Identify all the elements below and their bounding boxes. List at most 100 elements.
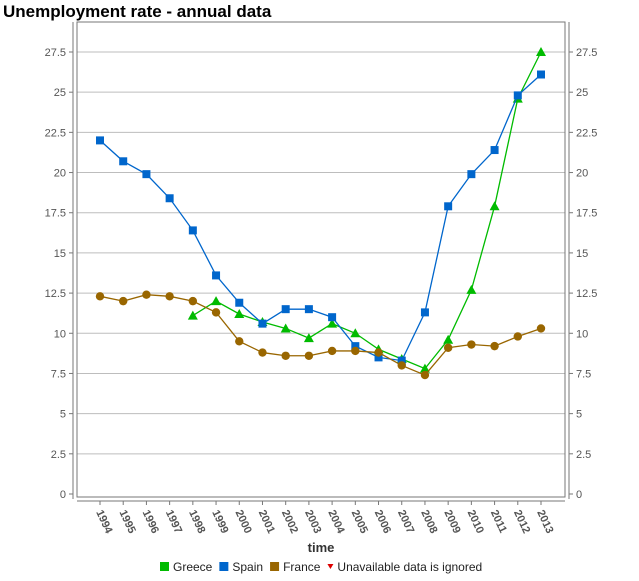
legend-swatch-france — [270, 562, 280, 571]
data-point-spain-2013 — [537, 70, 545, 79]
data-point-spain-2003 — [304, 305, 313, 314]
legend-label-spain: Spain — [232, 560, 263, 574]
x-tick-label: 1998 — [186, 508, 207, 535]
data-point-spain-2012 — [513, 91, 522, 100]
data-point-france-2005 — [351, 346, 360, 356]
plot-frame — [72, 21, 570, 502]
data-point-france-2013 — [536, 324, 546, 333]
y-tick-label: 25 — [54, 87, 66, 99]
data-point-france-2001 — [258, 348, 267, 357]
data-point-france-2004 — [327, 346, 337, 356]
y-tick-label: 22.5 — [45, 127, 66, 139]
legend: Greece Spain France Unavailable data is ign… — [160, 560, 482, 574]
series-greece — [187, 47, 546, 373]
data-point-greece-2000 — [234, 308, 245, 318]
data-point-greece-2002 — [280, 323, 291, 333]
data-point-france-1996 — [142, 290, 151, 299]
data-point-greece-2011 — [489, 201, 500, 211]
x-tick-label: 2000 — [233, 508, 254, 535]
y-tick-label-right: 17.5 — [576, 208, 597, 220]
unavailable-data-icon — [327, 564, 334, 569]
x-tick-label: 2005 — [349, 508, 370, 535]
data-point-france-2009 — [443, 343, 453, 352]
data-point-spain-2010 — [467, 170, 476, 179]
x-tick-label: 1999 — [209, 508, 230, 535]
data-point-spain-2008 — [420, 308, 429, 317]
x-tick-label: 1997 — [163, 508, 184, 535]
y-tick-label: 0 — [60, 489, 66, 501]
data-point-spain-1995 — [119, 157, 128, 166]
y-tick-label: 10 — [54, 328, 66, 340]
series-line-spain — [99, 74, 542, 362]
data-point-france-1994 — [95, 292, 105, 301]
data-point-greece-2009 — [443, 334, 454, 344]
data-point-spain-2011 — [490, 146, 499, 155]
data-point-france-2011 — [490, 341, 499, 351]
data-point-france-1995 — [119, 296, 128, 306]
x-tick-label: 2001 — [256, 508, 277, 535]
data-point-greece-2005 — [350, 328, 361, 338]
x-tick-label: 2004 — [325, 508, 347, 536]
series-france — [95, 290, 546, 380]
data-point-spain-2002 — [281, 305, 290, 314]
series-spain — [96, 70, 545, 365]
y-tick-label-right: 2.5 — [576, 449, 591, 461]
y-tick-label-right: 12.5 — [576, 288, 597, 300]
data-point-spain-1997 — [165, 194, 174, 203]
x-tick-label: 2010 — [465, 508, 486, 535]
x-tick-label: 2007 — [395, 508, 416, 535]
y-tick-label-right: 20 — [576, 168, 588, 180]
x-tick-label: 2008 — [418, 508, 439, 535]
data-point-spain-2000 — [235, 298, 244, 307]
x-tick-label: 2006 — [372, 508, 393, 535]
y-tick-label: 20 — [54, 168, 66, 180]
y-tick-label-right: 25 — [576, 87, 588, 99]
data-point-greece-2010 — [466, 284, 477, 294]
y-tick-label: 12.5 — [45, 288, 66, 300]
data-point-france-2006 — [374, 348, 383, 357]
y-tick-label-right: 10 — [576, 328, 588, 340]
data-point-france-1997 — [165, 292, 174, 301]
y-tick-label-right: 22.5 — [576, 127, 597, 139]
x-tick-label: 2012 — [511, 508, 532, 535]
data-point-greece-2003 — [303, 333, 314, 343]
data-point-spain-2005 — [351, 342, 360, 351]
series-line-greece — [192, 51, 542, 370]
data-point-spain-2006 — [374, 353, 383, 362]
series-line-france — [99, 294, 542, 376]
data-point-france-2002 — [281, 351, 290, 360]
x-axis-label: time — [308, 540, 335, 555]
legend-swatch-spain — [219, 562, 229, 571]
data-point-greece-1999 — [211, 296, 222, 306]
data-point-spain-2009 — [444, 202, 453, 211]
x-tick-label: 2003 — [302, 508, 323, 535]
data-point-france-2010 — [467, 340, 476, 349]
y-tick-label-right: 7.5 — [576, 368, 591, 380]
data-point-france-2008 — [420, 370, 430, 380]
y-tick-label-right: 0 — [576, 489, 582, 501]
data-point-spain-1994 — [96, 136, 104, 145]
y-tick-label: 2.5 — [51, 449, 66, 461]
legend-label-greece: Greece — [173, 560, 213, 574]
y-tick-label: 5 — [60, 409, 66, 421]
data-point-greece-2013 — [536, 47, 546, 56]
legend-label-france: France — [283, 560, 321, 574]
x-tick-label: 1995 — [116, 508, 137, 535]
data-point-france-2003 — [304, 351, 314, 360]
data-point-spain-2007 — [397, 356, 406, 365]
y-axis-left: 0 2.5 5 7.5 10 12.5 15 17.5 20 22.5 25 27.5 — [45, 47, 73, 501]
x-tick-label: 1994 — [93, 508, 115, 536]
data-point-france-2000 — [235, 337, 244, 346]
y-tick-label-right: 27.5 — [576, 47, 597, 59]
x-axis: 1994 1995 1996 1997 1998 1999 2000 2001 2002 2003… — [93, 501, 556, 536]
data-point-spain-2001 — [258, 319, 267, 328]
data-point-france-2012 — [513, 332, 522, 341]
data-point-france-1999 — [211, 308, 221, 317]
x-tick-label: 1996 — [140, 508, 161, 535]
data-point-greece-2008 — [419, 363, 430, 373]
data-point-spain-1996 — [142, 170, 151, 179]
data-point-france-2007 — [397, 361, 406, 370]
x-tick-label: 2002 — [279, 508, 300, 535]
data-point-greece-2004 — [327, 318, 338, 328]
